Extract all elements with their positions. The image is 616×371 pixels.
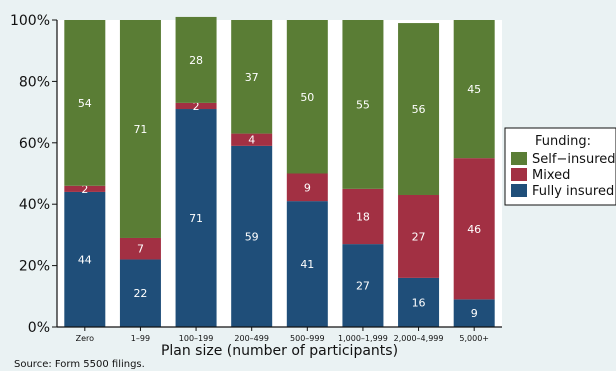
bar-segment [398,194,440,278]
bar-segment [453,20,495,159]
data-label: 55 [356,98,370,111]
x-tick-label: Zero [76,334,95,343]
bar-segment [342,20,384,189]
bar-segment [398,277,440,327]
source-note: Source: Form 5500 filings. [14,359,145,370]
bar-segment [64,20,106,186]
x-tick-label: 5,000+ [459,334,489,343]
data-label: 46 [467,223,481,236]
data-label: 27 [356,280,370,293]
legend-label: Self−insured [532,152,616,167]
y-tick-label: 20% [19,259,50,275]
data-label: 41 [300,258,314,271]
x-axis-title: Plan size (number of participants) [161,343,398,359]
legend-swatch [511,152,527,165]
bar-segment [342,188,384,245]
x-tick-label: 1,000–1,999 [338,334,388,343]
y-tick-label: 60% [19,136,50,152]
data-label: 16 [412,296,426,309]
legend-title: Funding: [535,134,591,149]
data-label: 27 [412,230,426,243]
x-tick-label: 2,000–4,999 [394,334,444,343]
legend-swatch [511,168,527,181]
data-label: 18 [356,210,370,223]
data-label: 71 [189,212,203,225]
data-label: 44 [78,253,92,266]
bar-segment [286,173,328,202]
bar-segment [119,259,161,327]
data-label: 9 [304,181,311,194]
data-label: 9 [471,307,478,320]
y-tick-label: 40% [19,197,50,213]
bar-segment [398,23,440,195]
data-label: 2 [193,100,200,113]
data-label: 56 [412,103,426,116]
data-label: 37 [245,71,259,84]
data-label: 28 [189,54,203,67]
data-label: 7 [137,243,144,256]
legend-swatch [511,184,527,197]
bar-segment [119,20,161,238]
y-tick-label: 100% [10,13,50,29]
data-label: 71 [133,123,147,136]
x-tick-label: 1–99 [131,334,150,343]
bar-segment [231,145,273,327]
data-label: 22 [133,287,147,300]
bar-segment [286,201,328,327]
bar-segment [453,158,495,300]
data-label: 45 [467,83,481,96]
bar-segment [286,20,328,174]
bar-segment [231,20,273,134]
legend-label: Mixed [532,168,570,183]
data-label: 2 [81,183,88,196]
y-tick-label: 80% [19,74,50,90]
legend-label: Fully insured [532,184,614,199]
data-label: 54 [78,97,92,110]
bar-segment [64,191,106,327]
x-tick-label: 200–499 [234,334,269,343]
bar-segment [175,102,217,110]
bar-segment [175,109,217,327]
bar-segment [119,237,161,260]
data-label: 59 [245,230,259,243]
y-tick-label: 0% [28,320,50,336]
x-tick-label: 100–199 [179,334,214,343]
bar-segment [231,133,273,146]
bar-segment [453,299,495,327]
data-label: 4 [248,134,255,147]
bar-segment [64,185,106,192]
data-label: 50 [300,91,314,104]
bar-segment [175,16,217,103]
x-tick-label: 500–999 [290,334,325,343]
bar-segment [342,244,384,327]
